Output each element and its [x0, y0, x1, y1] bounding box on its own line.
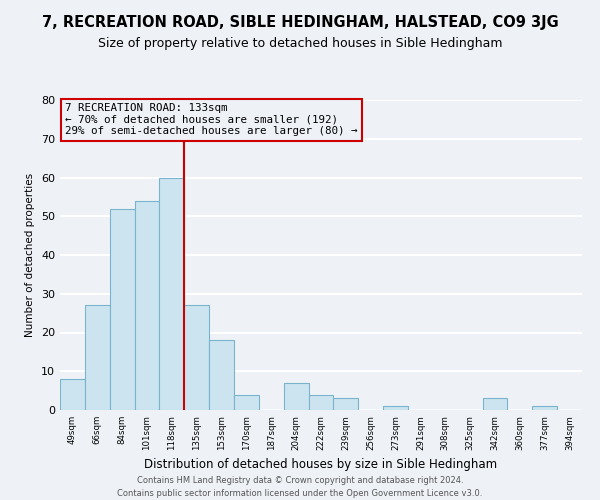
- Bar: [134, 200, 160, 410]
- Bar: [110, 208, 134, 410]
- Bar: [334, 398, 358, 410]
- Bar: [482, 398, 508, 410]
- Text: 7, RECREATION ROAD, SIBLE HEDINGHAM, HALSTEAD, CO9 3JG: 7, RECREATION ROAD, SIBLE HEDINGHAM, HAL…: [41, 15, 559, 30]
- Bar: [85, 306, 110, 410]
- Bar: [308, 394, 334, 410]
- Bar: [383, 406, 408, 410]
- Text: Contains HM Land Registry data © Crown copyright and database right 2024.
Contai: Contains HM Land Registry data © Crown c…: [118, 476, 482, 498]
- Text: 7 RECREATION ROAD: 133sqm
← 70% of detached houses are smaller (192)
29% of semi: 7 RECREATION ROAD: 133sqm ← 70% of detac…: [65, 103, 358, 136]
- Y-axis label: Number of detached properties: Number of detached properties: [25, 173, 35, 337]
- Bar: [234, 394, 259, 410]
- Bar: [184, 306, 209, 410]
- Bar: [60, 379, 85, 410]
- Bar: [532, 406, 557, 410]
- Bar: [284, 383, 308, 410]
- Bar: [160, 178, 184, 410]
- X-axis label: Distribution of detached houses by size in Sible Hedingham: Distribution of detached houses by size …: [145, 458, 497, 471]
- Text: Size of property relative to detached houses in Sible Hedingham: Size of property relative to detached ho…: [98, 38, 502, 51]
- Bar: [209, 340, 234, 410]
